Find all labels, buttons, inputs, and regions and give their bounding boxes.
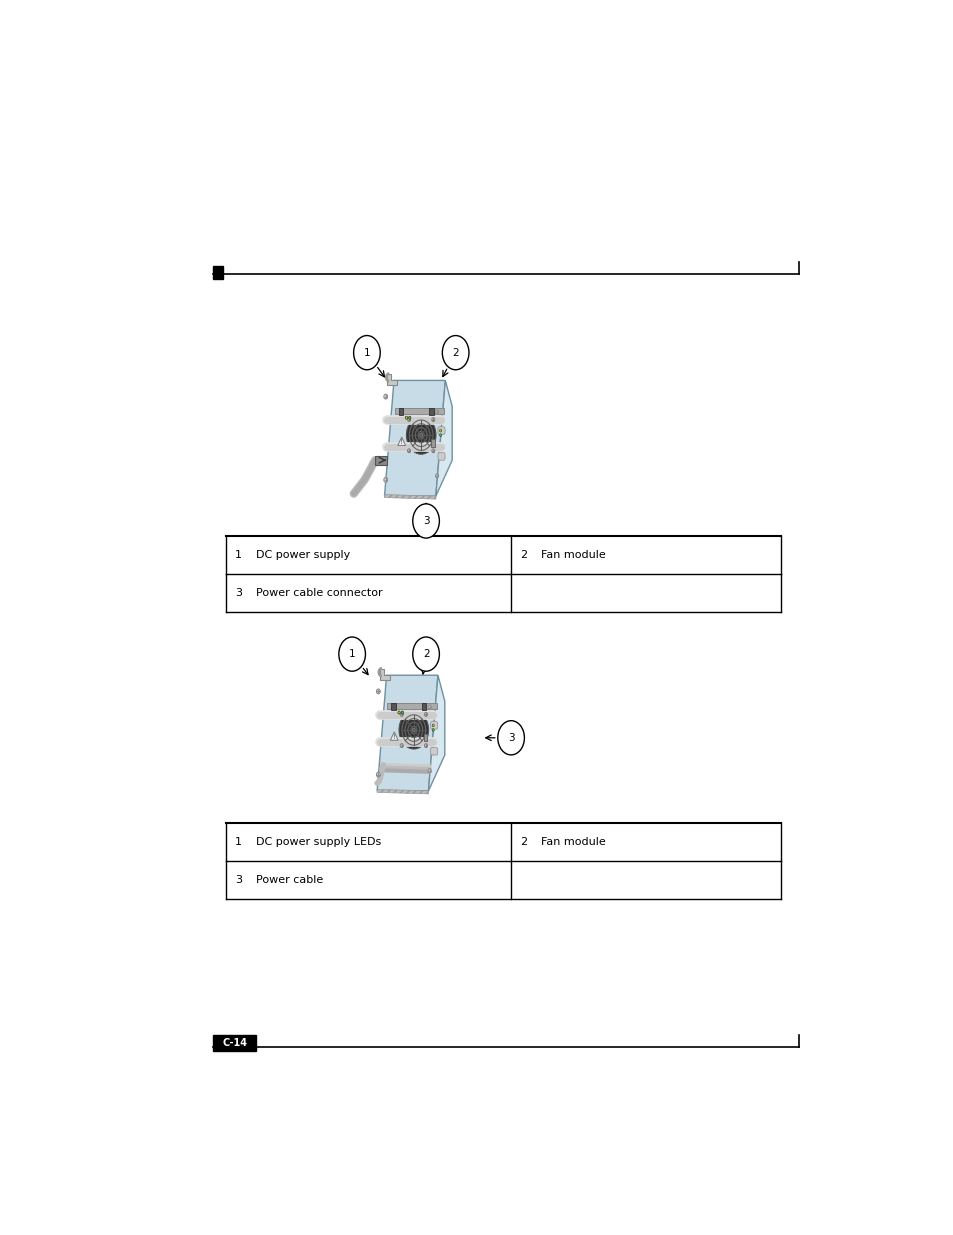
Polygon shape (384, 494, 436, 499)
Text: Power cable: Power cable (255, 876, 323, 885)
Text: 1: 1 (235, 837, 242, 847)
Text: 3: 3 (507, 732, 514, 742)
Circle shape (398, 711, 428, 748)
Circle shape (412, 729, 415, 732)
Text: 2: 2 (519, 837, 527, 847)
Text: 3: 3 (235, 876, 242, 885)
Bar (398, 409, 403, 415)
Circle shape (376, 772, 380, 777)
Circle shape (424, 743, 427, 747)
Circle shape (407, 448, 410, 453)
Text: 3: 3 (235, 588, 242, 598)
Circle shape (497, 721, 524, 755)
Circle shape (419, 433, 422, 437)
Bar (213, 266, 223, 279)
Polygon shape (376, 789, 428, 794)
Circle shape (436, 474, 438, 478)
Bar (421, 703, 426, 710)
Polygon shape (428, 676, 444, 790)
Bar (391, 703, 395, 710)
Bar (429, 409, 434, 415)
Text: Fan module: Fan module (540, 837, 605, 847)
Circle shape (383, 478, 387, 483)
Text: Fan module: Fan module (540, 551, 605, 561)
Polygon shape (387, 703, 436, 709)
Bar (213, 1035, 255, 1051)
Circle shape (397, 711, 400, 714)
Circle shape (432, 448, 435, 453)
Circle shape (432, 724, 434, 726)
Circle shape (407, 417, 410, 421)
Circle shape (428, 768, 431, 773)
FancyBboxPatch shape (437, 427, 444, 435)
Text: 2: 2 (519, 551, 527, 561)
Circle shape (428, 705, 431, 709)
Polygon shape (384, 380, 445, 496)
Circle shape (424, 713, 427, 716)
Text: DC power supply: DC power supply (255, 551, 350, 561)
Circle shape (432, 729, 434, 731)
Circle shape (413, 504, 439, 538)
Text: C-14: C-14 (222, 1039, 247, 1049)
Text: 1: 1 (349, 650, 355, 659)
Polygon shape (379, 669, 389, 679)
Circle shape (436, 410, 438, 414)
Polygon shape (395, 409, 444, 414)
Text: !: ! (393, 734, 395, 740)
Text: 3: 3 (422, 516, 429, 526)
Circle shape (432, 417, 435, 421)
Circle shape (338, 637, 365, 672)
FancyBboxPatch shape (430, 747, 437, 755)
Circle shape (408, 416, 411, 419)
Text: 2: 2 (452, 348, 458, 358)
Circle shape (399, 713, 403, 716)
Circle shape (400, 711, 403, 714)
Polygon shape (397, 437, 405, 446)
Text: !: ! (400, 440, 403, 445)
Bar (375, 456, 387, 464)
Circle shape (399, 743, 403, 747)
Circle shape (405, 416, 407, 419)
Circle shape (376, 689, 380, 694)
Text: 1: 1 (363, 348, 370, 358)
Text: 1: 1 (235, 551, 242, 561)
Circle shape (354, 336, 380, 369)
Circle shape (439, 430, 441, 432)
Circle shape (383, 394, 387, 399)
FancyBboxPatch shape (437, 452, 444, 461)
Text: Power cable connector: Power cable connector (255, 588, 382, 598)
Polygon shape (387, 374, 396, 385)
Circle shape (439, 433, 441, 436)
Polygon shape (376, 676, 437, 790)
Text: DC power supply LEDs: DC power supply LEDs (255, 837, 381, 847)
FancyBboxPatch shape (430, 721, 437, 729)
Polygon shape (436, 380, 452, 496)
Polygon shape (390, 732, 397, 740)
Text: 2: 2 (422, 650, 429, 659)
Bar (431, 438, 435, 447)
Bar (423, 734, 427, 741)
Circle shape (406, 416, 436, 454)
Circle shape (413, 637, 439, 672)
Circle shape (442, 336, 469, 369)
